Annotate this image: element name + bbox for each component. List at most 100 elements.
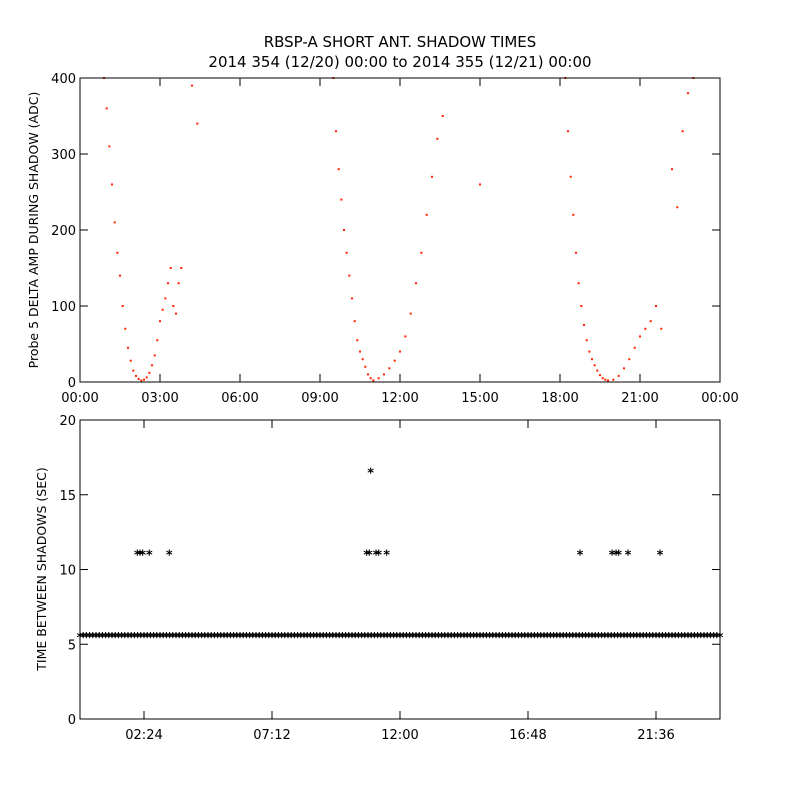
data-point: * <box>473 631 480 646</box>
data-point: * <box>681 631 688 646</box>
data-point <box>431 175 433 178</box>
data-point <box>580 305 583 307</box>
x-tick-label: 00:00 <box>61 391 98 406</box>
data-point: * <box>383 549 390 564</box>
data-point: * <box>121 631 128 646</box>
data-point: * <box>521 631 528 646</box>
data-point: * <box>368 631 375 646</box>
data-point: * <box>93 631 100 646</box>
data-point <box>351 297 353 300</box>
data-point <box>145 376 148 379</box>
data-point: * <box>585 631 592 646</box>
data-point: * <box>317 631 324 646</box>
data-point: * <box>550 631 557 646</box>
data-point <box>596 369 599 372</box>
data-point: * <box>397 631 404 646</box>
data-point: * <box>617 631 624 646</box>
data-point: * <box>381 631 388 646</box>
data-point: * <box>560 631 567 646</box>
data-point: * <box>656 631 663 646</box>
data-point: * <box>211 631 218 646</box>
data-point: * <box>139 549 146 564</box>
data-point: * <box>86 631 93 646</box>
data-point: * <box>253 631 260 646</box>
data-point: * <box>147 631 154 646</box>
data-point: * <box>531 631 538 646</box>
data-point: * <box>349 631 356 646</box>
data-point: * <box>432 631 439 646</box>
data-point: * <box>537 631 544 646</box>
data-point: * <box>390 631 397 646</box>
data-point: * <box>377 631 384 646</box>
y-tick-label: 400 <box>51 72 76 87</box>
data-point: * <box>665 631 672 646</box>
data-point: * <box>624 631 631 646</box>
x-tick-label: 15:00 <box>461 391 498 406</box>
figure-subtitle: 2014 354 (12/20) 00:00 to 2014 355 (12/2… <box>208 53 591 71</box>
data-point: * <box>169 631 176 646</box>
data-point: * <box>323 631 330 646</box>
y-tick-label: 0 <box>68 713 76 728</box>
data-point <box>415 282 417 285</box>
data-point: * <box>451 631 458 646</box>
data-point: * <box>425 631 432 646</box>
y-tick-label: 200 <box>51 224 76 239</box>
data-point: * <box>160 631 167 646</box>
data-point: * <box>445 631 452 646</box>
data-point: * <box>265 631 272 646</box>
data-point: * <box>691 631 698 646</box>
data-point: * <box>80 631 87 646</box>
data-point: * <box>659 631 666 646</box>
data-point: * <box>566 631 573 646</box>
data-point <box>175 312 177 315</box>
data-point: * <box>553 631 560 646</box>
data-point <box>151 364 153 367</box>
data-point <box>623 367 625 370</box>
data-point: * <box>342 631 349 646</box>
data-point <box>116 251 119 254</box>
data-point <box>644 327 647 330</box>
data-point <box>132 369 135 372</box>
data-point: * <box>480 631 487 646</box>
data-point: * <box>601 631 608 646</box>
y-tick-label: 300 <box>51 148 76 163</box>
delta-amp-points <box>103 77 695 382</box>
data-point: * <box>608 631 615 646</box>
data-point <box>676 206 679 209</box>
data-point <box>164 297 167 300</box>
data-point <box>671 168 673 171</box>
delta-amp-axes: 00:00 03:00 06:00 09:00 12:00 15:00 18:00 21:00… <box>51 72 739 406</box>
data-point: * <box>534 631 541 646</box>
data-point: * <box>246 631 253 646</box>
data-point <box>124 327 127 330</box>
data-point: * <box>589 631 596 646</box>
delta-amp-y-axis-label: Probe 5 DELTA AMP DURING SHADOW (ADC) <box>26 92 41 369</box>
data-point <box>172 305 175 307</box>
time-between-axes: 02:24 07:12 12:00 16:48 21:36 0 5 10 15 20 <box>59 414 720 743</box>
data-point: * <box>118 631 125 646</box>
data-point <box>121 305 124 307</box>
data-point: * <box>609 549 616 564</box>
data-point: * <box>614 631 621 646</box>
data-point: * <box>224 631 231 646</box>
delta-amp-panel: 00:00 03:00 06:00 09:00 12:00 15:00 18:00 21:00… <box>26 72 739 406</box>
data-point: * <box>320 631 327 646</box>
data-point: * <box>367 466 374 481</box>
data-point <box>588 350 591 353</box>
data-point: * <box>499 631 506 646</box>
time-between-panel: ****************************************… <box>34 414 724 743</box>
data-point <box>628 358 631 361</box>
data-point: * <box>429 631 436 646</box>
data-point <box>687 92 689 95</box>
data-point <box>143 378 145 381</box>
data-point: * <box>496 631 503 646</box>
data-point: * <box>176 631 183 646</box>
data-point: * <box>336 631 343 646</box>
data-point <box>135 374 137 377</box>
data-point: * <box>557 631 564 646</box>
data-point <box>156 339 159 342</box>
data-point <box>148 371 151 374</box>
data-point <box>441 115 444 117</box>
data-point: * <box>592 631 599 646</box>
x-tick-label: 21:00 <box>621 391 658 406</box>
